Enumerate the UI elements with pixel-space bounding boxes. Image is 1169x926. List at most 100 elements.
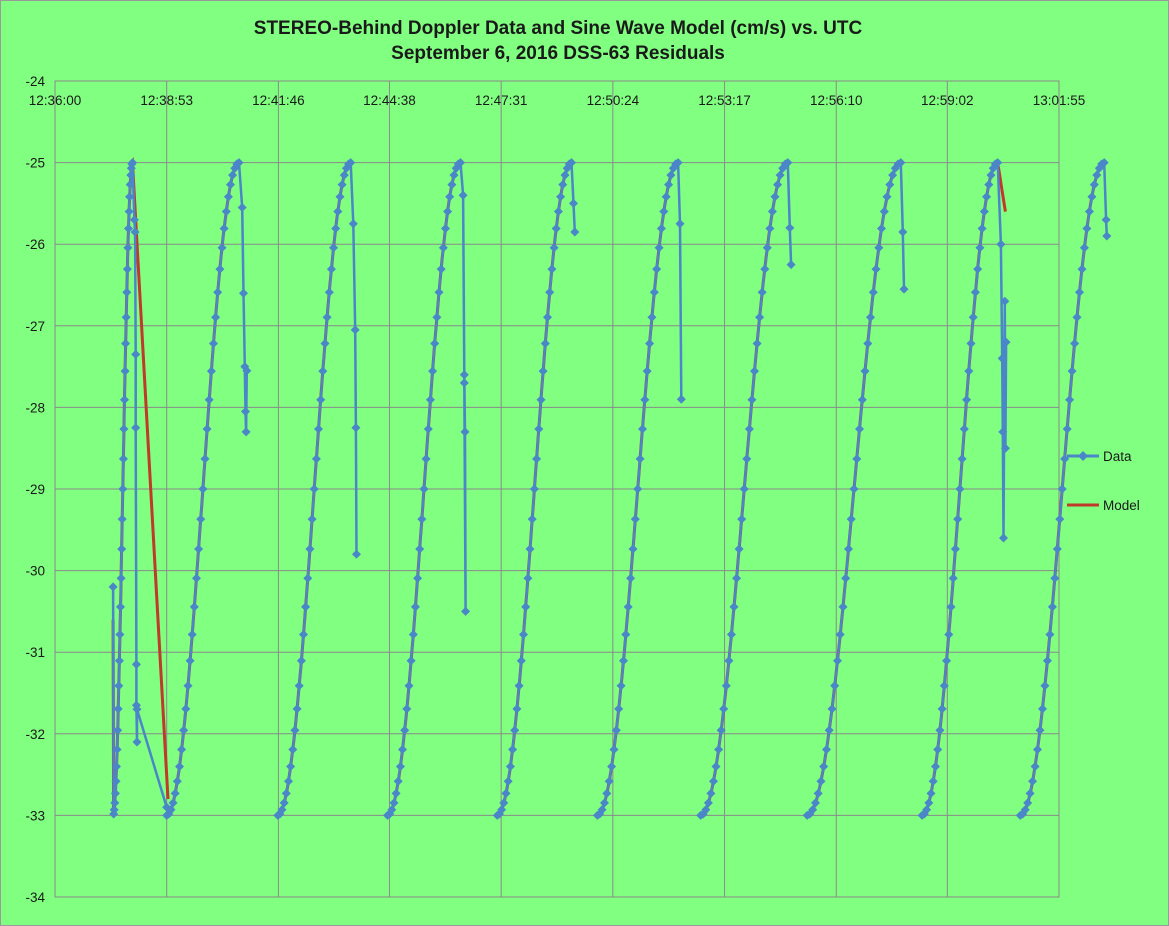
data-point — [508, 745, 518, 754]
data-point — [532, 454, 542, 464]
data-point — [200, 454, 210, 464]
data-point — [443, 207, 453, 216]
data-point — [1028, 776, 1038, 786]
data-point — [286, 762, 296, 771]
data-point — [1000, 296, 1010, 306]
data-point — [305, 544, 315, 554]
data-point — [647, 312, 657, 322]
data-point — [461, 606, 471, 616]
data-point — [714, 745, 724, 754]
data-point — [241, 427, 251, 437]
data-point — [116, 602, 125, 612]
data-point — [737, 514, 747, 524]
data-point — [1040, 681, 1050, 691]
data-point — [410, 602, 420, 612]
data-point — [499, 798, 509, 808]
data-point — [955, 484, 965, 494]
data-point — [503, 776, 513, 786]
data-point — [391, 788, 401, 798]
data-point — [337, 180, 347, 190]
data-point — [339, 170, 349, 180]
data-point — [729, 602, 739, 612]
data-point — [124, 207, 134, 216]
data-point — [928, 776, 938, 786]
data-point — [649, 287, 659, 297]
data-point — [645, 339, 655, 348]
grid-layer — [54, 80, 1060, 898]
data-point — [824, 725, 834, 735]
data-point — [813, 788, 823, 798]
data-point — [122, 287, 132, 297]
data-point — [538, 366, 548, 376]
data-point — [888, 170, 898, 180]
data-point — [110, 798, 120, 808]
data-point — [351, 423, 361, 433]
data-point — [131, 349, 141, 359]
data-point — [931, 762, 940, 771]
data-point — [882, 192, 892, 202]
data-point — [545, 287, 555, 297]
data-point — [114, 681, 124, 691]
data-point — [975, 243, 985, 253]
data-point — [460, 427, 470, 437]
data-point — [597, 805, 607, 815]
data-point — [514, 681, 524, 691]
data-point — [770, 192, 780, 202]
data-point — [871, 264, 881, 274]
data-point — [855, 424, 864, 434]
x-tick-label: 12:47:31 — [475, 93, 528, 108]
data-point — [841, 573, 851, 583]
data-point — [962, 395, 972, 405]
data-point — [860, 366, 870, 376]
data-point — [939, 681, 949, 691]
data-point — [430, 339, 440, 348]
data-point — [512, 704, 522, 714]
data-point — [398, 745, 407, 754]
data-point — [536, 395, 546, 405]
data-point — [389, 798, 399, 808]
data-point — [413, 573, 423, 583]
data-point — [673, 158, 683, 168]
data-point — [241, 407, 250, 416]
data-point — [423, 424, 433, 434]
data-point — [857, 395, 867, 405]
data-point — [553, 207, 563, 216]
data-point — [228, 170, 238, 180]
data-point — [957, 454, 967, 464]
data-point — [569, 198, 578, 208]
x-tick-label: 12:59:02 — [921, 93, 974, 108]
data-point — [1038, 704, 1047, 714]
data-point — [640, 395, 650, 405]
data-point — [852, 454, 862, 464]
data-point — [242, 366, 252, 376]
data-point — [237, 203, 247, 212]
data-point — [997, 353, 1007, 363]
data-point — [1023, 798, 1033, 808]
data-point — [750, 366, 759, 376]
data-point — [527, 514, 537, 524]
data-point — [296, 656, 306, 666]
data-point — [868, 287, 878, 297]
data-point — [1033, 745, 1042, 754]
data-point — [110, 788, 120, 798]
data-point — [314, 424, 323, 434]
data-point — [607, 762, 617, 771]
data-point — [324, 287, 334, 297]
data-point — [121, 339, 131, 348]
data-point — [125, 192, 135, 202]
data-point — [933, 745, 943, 754]
data-point — [415, 544, 425, 554]
data-point — [329, 243, 338, 253]
data-point — [973, 264, 983, 274]
data-point — [116, 573, 126, 583]
data-point — [505, 762, 515, 771]
data-point — [652, 264, 662, 274]
data-point — [1025, 788, 1035, 798]
data-point — [866, 312, 875, 322]
data-point — [1030, 762, 1040, 771]
data-point — [1035, 725, 1045, 735]
data-point — [844, 544, 853, 554]
data-point — [964, 366, 974, 376]
data-point — [547, 264, 557, 274]
data-point — [523, 573, 533, 583]
